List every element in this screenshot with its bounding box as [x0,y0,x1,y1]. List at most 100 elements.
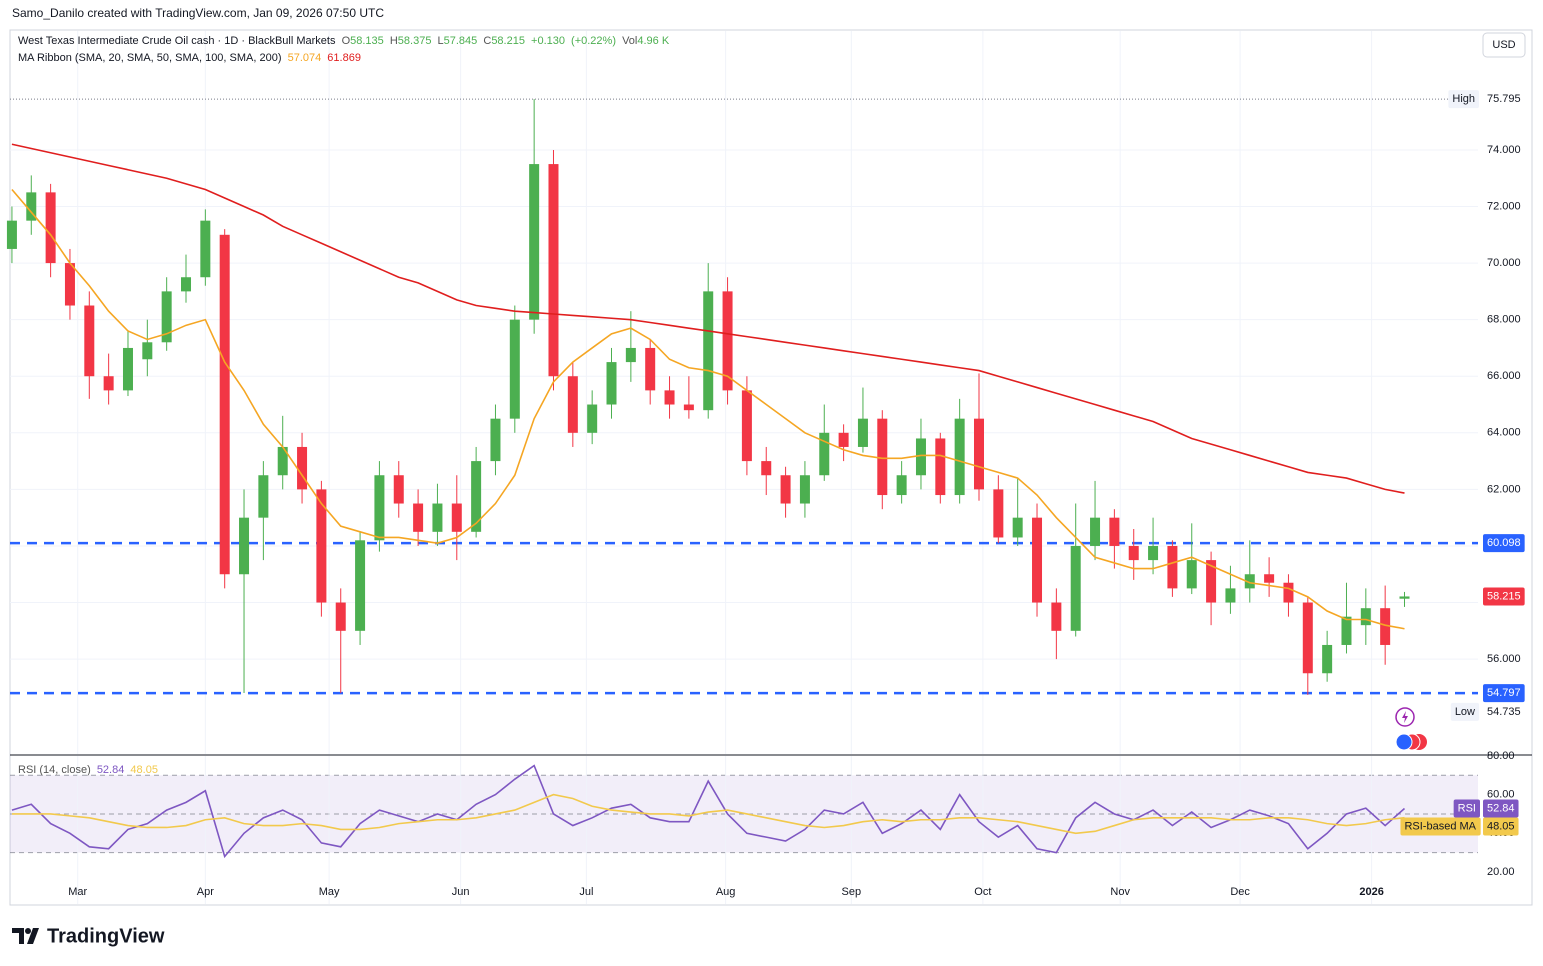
candle-body [703,291,714,411]
y-tick-label: 66.000 [1487,370,1521,382]
x-tick-label: Apr [197,886,214,898]
x-tick-label: 2026 [1359,886,1383,898]
indicator-label: MA Ribbon (SMA, 20, SMA, 50, SMA, 100, S… [18,52,282,64]
series-name-label-bg [1453,799,1480,818]
candle-body [509,319,520,419]
x-tick-label: Dec [1230,886,1250,898]
candle-body [567,376,578,433]
x-tick-label: Sep [842,886,862,898]
x-tick-label: May [319,886,340,898]
last-price-label-bg [1483,587,1525,606]
candle-body [239,517,250,575]
candle-body [645,347,656,391]
series-value-label: 48.05 [1487,820,1515,832]
currency-button[interactable] [1482,32,1526,58]
author-line: Samo_Danilo created with TradingView.com… [12,6,384,20]
candle-body [548,164,559,377]
ma-value: 57.074 [287,52,322,64]
x-tick-label: Aug [716,886,736,898]
candle-body [355,540,366,631]
level-price-label-bg [1483,684,1525,703]
candle-body [335,602,346,631]
x-tick-label: Jul [579,886,593,898]
series-value-label: 52.84 [1487,802,1515,814]
series-name-label: RSI [1458,802,1476,814]
ma-value: 61.869 [327,52,361,64]
candle-body [877,418,888,496]
candle-body [587,404,598,433]
extreme-name: High [1452,93,1475,105]
main-legend: West Texas Intermediate Crude Oil cash ·… [18,33,672,67]
level-price-label: 54.797 [1487,687,1521,699]
x-tick-label: Jun [452,886,470,898]
candle-body [161,291,172,343]
rsi-line [11,793,1405,835]
candle-body [316,489,327,603]
candle-body [200,220,211,278]
rsi-legend: RSI (14, close) 52.84 48.05 [18,762,161,779]
candle-body [432,503,443,532]
candle-body [451,503,462,532]
candle-body [1186,560,1197,589]
candle-body [954,418,965,496]
extreme-value: 54.735 [1487,706,1521,718]
y-tick-label: 70.000 [1487,257,1521,269]
candle-body [625,347,636,363]
candle-body [103,376,114,391]
candle-body [1322,644,1333,674]
series-value-label-bg [1483,817,1519,836]
candle-body [393,475,404,504]
rsi-title: RSI (14, close) [18,764,91,776]
symbol-title: West Texas Intermediate Crude Oil cash ·… [18,35,336,47]
candle-body [1283,582,1294,603]
candle-body [1032,517,1043,603]
candle-body [1148,545,1159,561]
candle-body [761,461,772,476]
ohlc-label: H [389,35,398,47]
y-tick-label: 74.000 [1487,144,1521,156]
x-tick-label: Oct [974,886,991,898]
event-icons [1395,707,1427,751]
candle-body [664,390,675,405]
candle-body [122,347,133,391]
candle-body [1264,574,1275,583]
last-price-label: 58.215 [1487,590,1521,602]
candle-body [1090,517,1101,546]
y-tick-label: 72.000 [1487,200,1521,212]
level-price-label: 60.098 [1487,537,1521,549]
candle-body [181,277,192,292]
extreme-name: Low [1455,706,1475,718]
ohlc-value: 58.375 [397,35,432,47]
ohlc-value: 57.845 [443,35,478,47]
rsi-line [11,764,1406,859]
x-tick-label: Mar [68,886,87,898]
ohlc-label: O [341,35,351,47]
candle-body [297,446,308,490]
candle-body [413,503,424,532]
candle-body [1012,517,1023,538]
series-name-label-bg [1400,817,1481,836]
candle-body [1051,602,1062,631]
volume-value: 4.96 K [637,35,670,47]
ohlc-value: 58.215 [491,35,525,47]
candle-body [490,418,501,462]
candle-body [857,418,868,447]
candle-body [1070,545,1081,631]
candle-body [993,489,1004,538]
candle-body [1225,588,1236,603]
candle-body [683,404,694,411]
volume-label: Vol [622,35,638,47]
ohlc-label: L [437,35,444,47]
y-tick-label: 64.000 [1487,427,1521,439]
extreme-value-bg [1483,90,1525,109]
candle-body [915,438,926,476]
y-tick-label: 60.00 [1487,789,1515,801]
y-tick-label: 80.00 [1487,750,1515,762]
candle-body [741,390,752,462]
candle-body [973,418,984,490]
candle-body [1206,560,1217,603]
ohlc-value: 58.135 [350,35,384,47]
currency-label[interactable]: USD [1492,39,1515,51]
